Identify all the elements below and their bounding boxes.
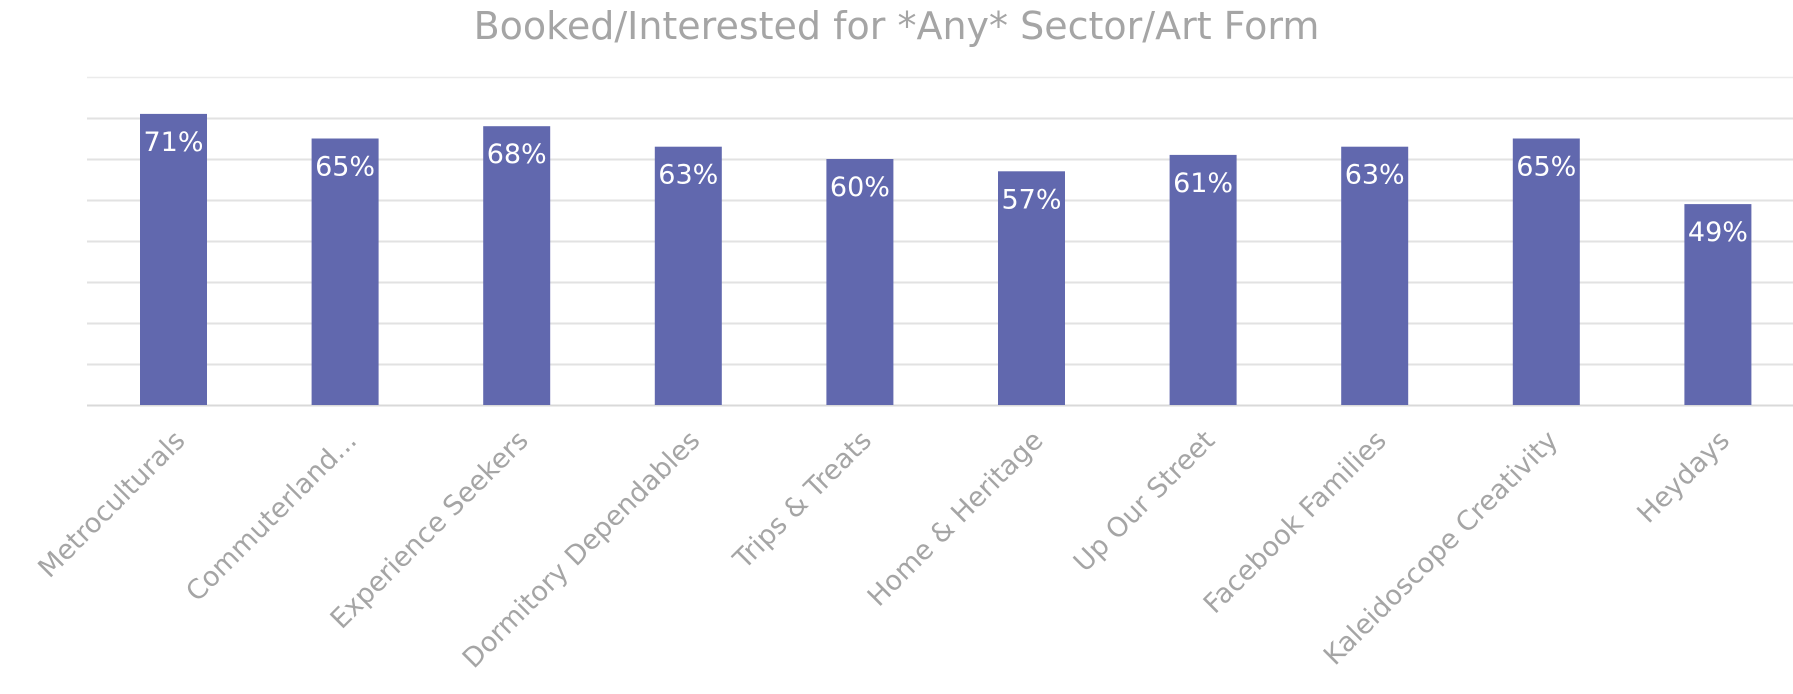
- category-labels: MetroculturalsCommuterland...Experience …: [32, 425, 1735, 674]
- bar: [311, 138, 379, 405]
- chart-title: Booked/Interested for *Any* Sector/Art F…: [473, 4, 1320, 48]
- bars: [140, 113, 1752, 406]
- data-label: 68%: [487, 139, 547, 170]
- data-label: 60%: [830, 172, 890, 203]
- bar: [1684, 204, 1752, 405]
- data-label: 65%: [315, 152, 375, 183]
- data-label: 49%: [1688, 217, 1748, 248]
- category-label: Experience Seekers: [325, 425, 535, 635]
- category-label: Heydays: [1631, 425, 1735, 529]
- data-label: 63%: [1345, 160, 1405, 191]
- data-label: 57%: [1001, 184, 1061, 215]
- bar: [826, 159, 894, 405]
- bar: [140, 113, 207, 406]
- bar: [1341, 146, 1409, 405]
- category-label: Home & Heritage: [862, 425, 1050, 613]
- category-label: Metroculturals: [32, 425, 191, 584]
- category-label: Trips & Treats: [727, 425, 878, 576]
- bar: [998, 171, 1065, 405]
- data-labels: 71% 65% 68% 63% 60% 57% 61% 63% 65% 49%: [143, 127, 1747, 248]
- data-label: 63%: [658, 160, 718, 191]
- category-label: Commuterland...: [180, 425, 363, 608]
- category-label: Up Our Street: [1068, 425, 1221, 578]
- data-label: 71%: [143, 127, 203, 158]
- bar: [1512, 138, 1580, 405]
- bar: [1169, 154, 1237, 405]
- bar: [483, 126, 551, 405]
- data-label: 61%: [1173, 168, 1233, 199]
- category-label: Facebook Families: [1198, 425, 1393, 620]
- data-label: 65%: [1516, 152, 1576, 183]
- bar: [654, 146, 722, 405]
